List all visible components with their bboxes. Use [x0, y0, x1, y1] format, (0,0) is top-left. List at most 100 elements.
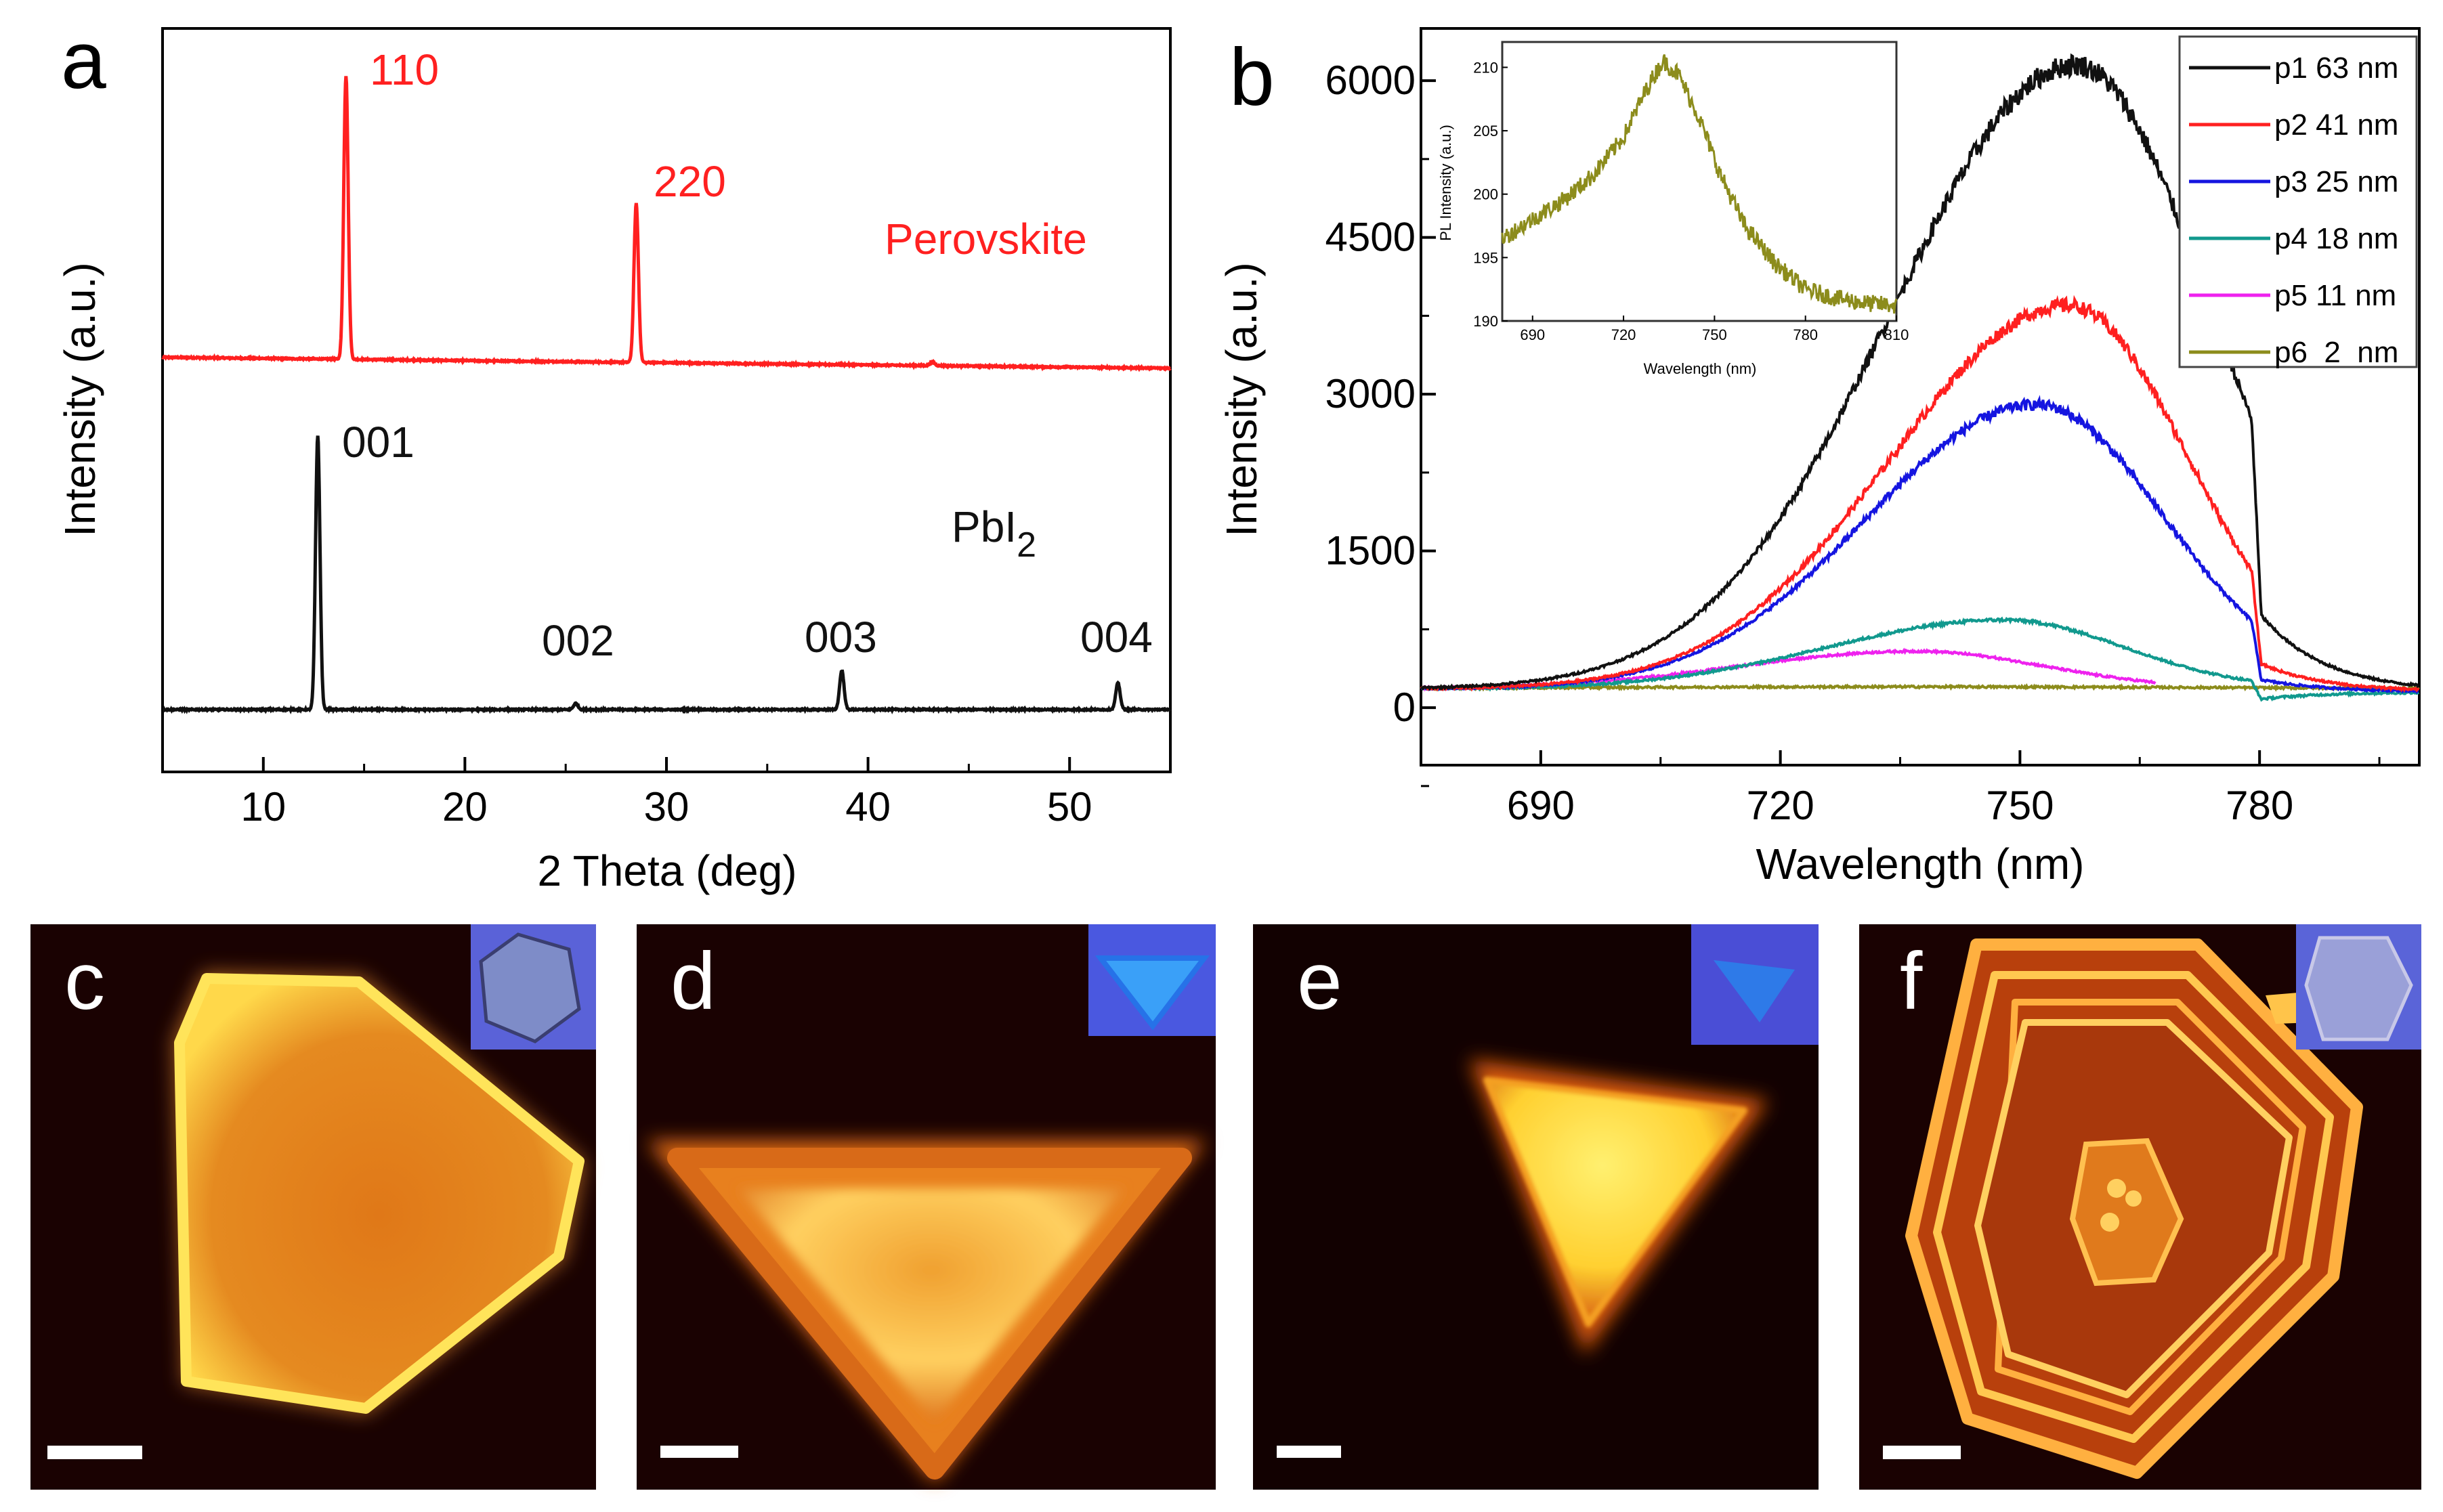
legend-label: p3 25 nm — [2274, 165, 2398, 198]
y-tick-label: 4500 — [1325, 215, 1416, 260]
image-panel-e: e — [1253, 924, 1819, 1490]
image-panel-f: f — [1859, 924, 2421, 1490]
image-panel-d: d — [637, 924, 1216, 1490]
peak-label-004: 004 — [1080, 613, 1153, 662]
ticks-b — [1421, 79, 2381, 787]
optical-inset-layered-hexagon — [2304, 936, 2413, 1041]
panel-a: a 10 20 30 40 50 2 Theta (deg) Intensity… — [56, 15, 1172, 895]
panel-label-f: f — [1900, 936, 1923, 1027]
legend-item: p5 11 nm — [2189, 279, 2396, 312]
legend-items: p1 63 nm p2 41 nm p3 25 nm p4 18 nm p5 1… — [2189, 51, 2398, 369]
inset-x-tick-label: 750 — [1702, 326, 1727, 343]
x-tick-label: 750 — [1986, 783, 2054, 828]
image-panel-c: c — [30, 924, 596, 1490]
island-dot — [2100, 1213, 2119, 1232]
inset-y-tick-label: 195 — [1473, 249, 1498, 266]
layered-hexagon-ring-2 — [1995, 999, 2306, 1415]
panel-label-c: c — [64, 936, 105, 1027]
inset-y-axis-label: PL Intensity (a.u.) — [1437, 125, 1454, 241]
optical-inset-hexagon — [479, 932, 581, 1043]
legend-label: p2 41 nm — [2274, 108, 2398, 142]
small-triangle-crystal — [1483, 1077, 1747, 1327]
peak-labels-a: 110 220 001 002 003 004 — [342, 45, 1153, 665]
series-line-pbi2 — [162, 435, 1172, 714]
legend-label: p5 11 nm — [2274, 279, 2396, 312]
legend-item: p1 63 nm — [2189, 51, 2398, 85]
inset-x-axis-label: Wavelength (nm) — [1644, 360, 1757, 377]
inset-x-tick-label: 720 — [1611, 326, 1636, 343]
x-tick-label: 690 — [1507, 783, 1575, 828]
inset-x-tick-label: 690 — [1520, 326, 1545, 343]
panel-label-e: e — [1297, 936, 1342, 1027]
y-tick-label: 1500 — [1325, 528, 1416, 574]
island-dot — [2107, 1179, 2126, 1198]
panel-label-a: a — [61, 15, 106, 106]
inset-y-tick-labels: 190 195 200 205 210 — [1473, 59, 1498, 330]
x-tick-label: 20 — [442, 784, 488, 829]
panel-label-b: b — [1229, 32, 1275, 123]
legend-item: p3 25 nm — [2189, 165, 2398, 198]
series-line — [1420, 616, 2420, 702]
x-tick-label: 50 — [1047, 784, 1092, 829]
legend-item: p6 2 nm — [2189, 336, 2398, 369]
x-tick-label: 720 — [1747, 783, 1814, 828]
peak-label-002: 002 — [542, 616, 614, 665]
inset-y-tick-label: 190 — [1473, 313, 1498, 330]
x-axis-label-a: 2 Theta (deg) — [537, 846, 796, 895]
y-tick-label: 6000 — [1325, 58, 1416, 103]
scale-bar-d — [660, 1446, 738, 1458]
series-label-perovskite: Perovskite — [885, 215, 1087, 263]
x-tick-labels-b: 690 720 750 780 — [1507, 783, 2293, 828]
x-tick-label: 780 — [2226, 783, 2293, 828]
y-axis-label-b: Intensity (a.u.) — [1217, 262, 1266, 537]
legend-label: p1 63 nm — [2274, 51, 2398, 85]
legend-frame — [2178, 35, 2418, 368]
inset-series-line — [1501, 53, 1898, 314]
inset-x-tick-label: 810 — [1884, 326, 1909, 343]
x-tick-label: 40 — [845, 784, 891, 829]
inset-y-tick-label: 205 — [1473, 123, 1498, 139]
y-tick-label: 3000 — [1325, 371, 1416, 416]
inset-y-tick-label: 210 — [1473, 59, 1498, 76]
peak-label-220: 220 — [654, 157, 726, 206]
series-group-b — [1420, 53, 2420, 702]
x-axis-label-b: Wavelength (nm) — [1756, 840, 2085, 888]
legend-label: p4 18 nm — [2274, 222, 2398, 255]
x-tick-labels-a: 10 20 30 40 50 — [240, 784, 1092, 829]
x-ticks-a — [161, 757, 1172, 772]
legend-b: p1 63 nm p2 41 nm p3 25 nm p4 18 nm p5 1… — [2178, 35, 2418, 369]
series-label-pbi2: PbI2 — [952, 502, 1036, 565]
optical-inset-small-triangle — [1714, 960, 1795, 1022]
y-tick-labels-b: 0 1500 3000 4500 6000 — [1325, 58, 1416, 730]
plot-frame-b — [1420, 27, 2421, 766]
peak-label-110: 110 — [370, 45, 439, 94]
triangle-crystal-core — [738, 1188, 1124, 1422]
inset-ticks — [1502, 66, 1897, 322]
inset-y-tick-label: 200 — [1473, 186, 1498, 203]
y-axis-label-a: Intensity (a.u.) — [56, 262, 104, 537]
legend-item: p2 41 nm — [2189, 108, 2398, 142]
optical-inset-triangle — [1095, 955, 1210, 1031]
hexagon-crystal — [174, 973, 585, 1414]
island-dot — [2125, 1190, 2142, 1207]
y-tick-label: 0 — [1393, 685, 1416, 730]
x-tick-label: 10 — [240, 784, 286, 829]
x-tick-label: 30 — [644, 784, 689, 829]
peak-label-001: 001 — [342, 418, 415, 467]
scale-bar-f — [1883, 1446, 1961, 1459]
layered-hexagon-ring-1 — [1933, 971, 2334, 1443]
inset-frame — [1501, 41, 1898, 322]
hexagon-center-island — [2069, 1138, 2184, 1287]
scale-bar-c — [47, 1446, 142, 1459]
scale-bar-e — [1277, 1446, 1341, 1458]
peak-label-003: 003 — [805, 613, 877, 662]
legend-label: p6 2 nm — [2274, 336, 2398, 369]
inset-b: 690 720 750 780 810 190 195 200 205 210 … — [1437, 41, 1909, 377]
series-line-perovskite — [161, 76, 1172, 372]
panel-label-d: d — [671, 936, 716, 1027]
series-line — [1420, 53, 2420, 691]
inset-x-tick-labels: 690 720 750 780 810 — [1520, 326, 1909, 343]
legend-item: p4 18 nm — [2189, 222, 2398, 255]
inset-x-tick-label: 780 — [1793, 326, 1818, 343]
